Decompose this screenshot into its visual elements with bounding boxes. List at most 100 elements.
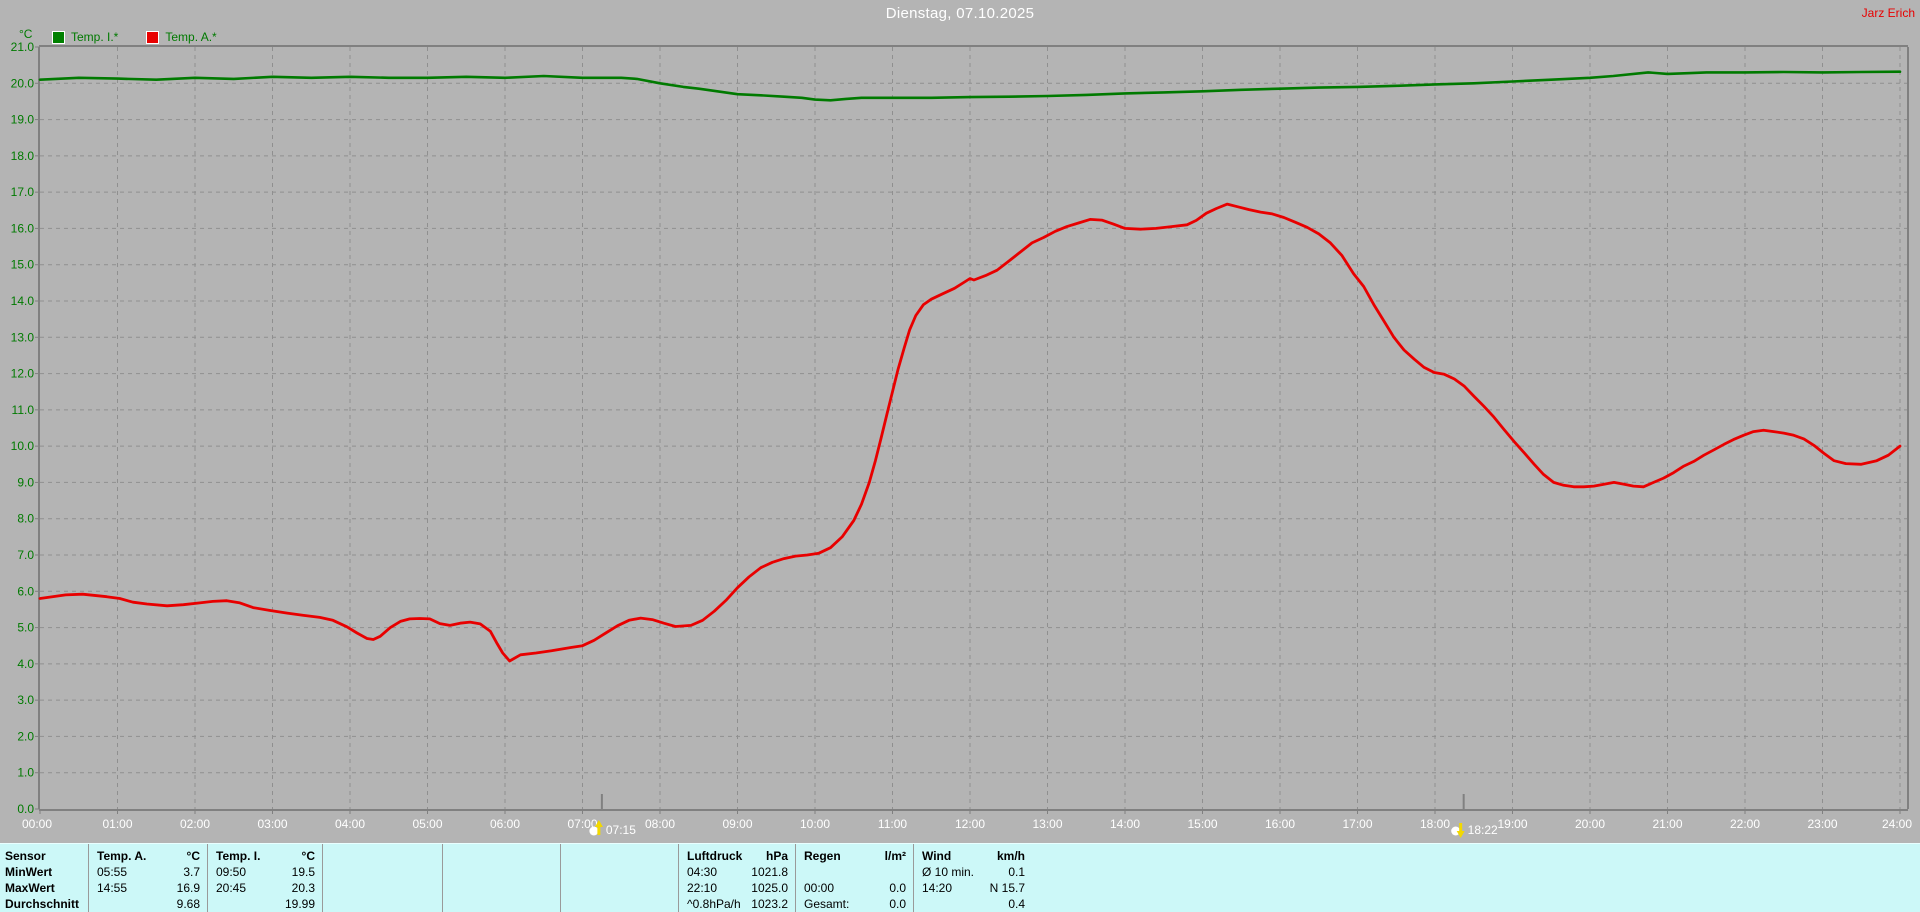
table-row: 0.4: [914, 895, 1032, 911]
sunset-sun-icon: [1451, 826, 1461, 836]
x-axis-label: 00:00: [22, 817, 52, 831]
y-axis-label: 5.0: [17, 621, 34, 635]
legend-label-temp-a: Temp. A.*: [165, 30, 217, 44]
table-cell: 09:50: [216, 865, 247, 879]
temp-a-color-swatch: [146, 30, 160, 44]
table-cell: 1025.0: [751, 881, 788, 895]
table-cell: 0.0: [889, 897, 906, 911]
y-axis-label: 16.0: [11, 221, 35, 235]
table-cell: 3.7: [183, 865, 200, 879]
table-column-empty: [322, 844, 442, 912]
series-line-temp-i: [38, 70, 1902, 102]
x-axis-label: 17:00: [1342, 817, 1372, 831]
y-axis-label: 12.0: [11, 367, 35, 381]
legend-item-temp-a[interactable]: Temp. A.*: [146, 30, 217, 44]
table-cell: 1021.8: [751, 865, 788, 879]
y-axis-label: 7.0: [17, 548, 34, 562]
table-cell: 1023.2: [751, 897, 788, 911]
table-row: 00:00 0.0: [796, 879, 913, 895]
y-axis-label: 4.0: [17, 657, 34, 671]
sunrise-sun-icon: [589, 826, 599, 836]
table-row: [323, 879, 442, 895]
table-header-row: [443, 847, 560, 863]
series-line-temp-a: [38, 202, 1902, 663]
table-cell: 14:55: [97, 881, 128, 895]
table-cell: N 15.7: [989, 881, 1025, 895]
table-row: 14:20 N 15.7: [914, 879, 1032, 895]
x-axis-label: 11:00: [878, 817, 907, 831]
table-row: [443, 879, 560, 895]
table-header-row: Wind km/h: [914, 847, 1032, 863]
x-axis-label: 12:00: [955, 817, 985, 831]
chart-legend: Temp. I.* Temp. A.*: [52, 30, 217, 44]
table-column-Luftdruck: Luftdruck hPa 04:30 1021.8 22:10 1025.0 ^0.8hP…: [678, 844, 795, 912]
y-axis-label: 21.0: [11, 40, 35, 54]
table-cell: MinWert: [5, 865, 53, 879]
table-row: 22:10 1025.0: [679, 879, 795, 895]
table-cell: °C: [186, 849, 200, 863]
x-axis-label: 20:00: [1575, 817, 1605, 831]
table-cell: Ø 10 min.: [922, 865, 975, 879]
table-cell: 16.9: [176, 881, 200, 895]
x-axis-label: 24:00: [1882, 817, 1912, 831]
x-axis-label: 01:00: [102, 817, 132, 831]
table-row: [561, 879, 678, 895]
table-column-empty: [560, 844, 678, 912]
y-axis-label: 20.0: [11, 76, 35, 90]
y-axis-label: 15.0: [11, 258, 35, 272]
temp-i-color-swatch: [52, 30, 65, 44]
table-row: 09:50 19.5: [208, 863, 322, 879]
table-cell: Gesamt:: [804, 897, 850, 911]
table-header-row: Temp. A. °C: [89, 847, 207, 863]
table-header-row: [561, 847, 678, 863]
table-cell: 20:45: [216, 881, 247, 895]
table-column-Wind: Wind km/h Ø 10 min. 0.1 14:20 N 15.7 0.4: [913, 844, 1032, 912]
table-cell: 19.99: [284, 897, 315, 911]
table-row: [443, 863, 560, 879]
table-header-row: Regen l/m²: [796, 847, 913, 863]
x-axis-label: 07:00: [567, 817, 597, 831]
table-header-row: Luftdruck hPa: [679, 847, 795, 863]
y-axis-unit-label: °C: [19, 27, 33, 41]
table-cell: Regen: [804, 849, 841, 863]
table-cell: 04:30: [687, 865, 718, 879]
table-row-labels-column: Sensor MinWert MaxWert Durchschnitt: [0, 844, 88, 912]
y-axis-label: 14.0: [11, 294, 35, 308]
y-axis-label: 8.0: [17, 512, 34, 526]
y-axis-label: 13.0: [11, 330, 35, 344]
table-row: [796, 863, 913, 879]
table-cell: 0.0: [889, 881, 906, 895]
y-axis-label: 0.0: [17, 802, 34, 816]
x-axis-label: 22:00: [1730, 817, 1760, 831]
table-cell: hPa: [765, 849, 788, 863]
x-axis-label: 23:00: [1807, 817, 1837, 831]
y-axis-label: 9.0: [17, 475, 34, 489]
x-axis-label: 19:00: [1497, 817, 1527, 831]
table-cell: l/m²: [884, 849, 906, 863]
legend-item-temp-i[interactable]: Temp. I.*: [52, 30, 118, 44]
table-row: [443, 895, 560, 911]
table-row: [323, 895, 442, 911]
y-axis-label: 19.0: [11, 113, 35, 127]
statistics-table: Sensor MinWert MaxWert Durchschnitt Temp. A.…: [0, 843, 1920, 912]
table-column-empty: [442, 844, 560, 912]
table-cell: 0.4: [1008, 897, 1025, 911]
x-axis-label: 05:00: [412, 817, 442, 831]
table-row: 04:30 1021.8: [679, 863, 795, 879]
table-row: 19.99: [208, 895, 322, 911]
table-cell: 22:10: [687, 881, 718, 895]
table-cell: Wind: [922, 849, 952, 863]
x-axis-label: 09:00: [722, 817, 752, 831]
table-row: ^0.8hPa/h 1023.2: [679, 895, 795, 911]
table-row: 05:55 3.7: [89, 863, 207, 879]
x-axis-label: 14:00: [1110, 817, 1140, 831]
y-axis-label: 11.0: [12, 403, 35, 417]
table-cell: 05:55: [97, 865, 128, 879]
table-row: [323, 863, 442, 879]
table-column-Temp. I.: Temp. I. °C 09:50 19.5 20:45 20.3 19.99: [207, 844, 322, 912]
page-title: Dienstag, 07.10.2025: [885, 5, 1035, 22]
table-cell: ^0.8hPa/h: [687, 897, 741, 911]
x-axis-label: 16:00: [1265, 817, 1295, 831]
x-axis-label: 15:00: [1187, 817, 1217, 831]
table-header-row: [323, 847, 442, 863]
